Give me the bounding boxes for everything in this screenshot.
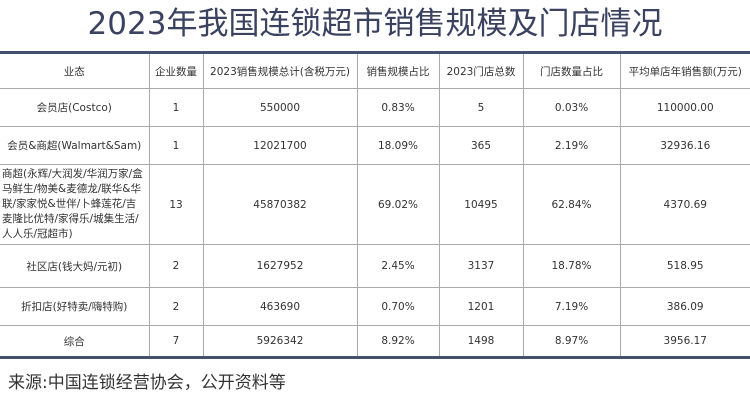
table-cell: 会员店(Costco) [0, 88, 150, 127]
table-cell: 1 [148, 88, 204, 127]
table-cell: 7 [148, 325, 204, 358]
table-row: 综合 7 5926342 8.92% 1498 8.97% 3956.17 [0, 325, 750, 358]
table-cell: 18.78% [522, 244, 621, 288]
column-header: 企业数量 [148, 52, 204, 89]
table-cell: 550000 [202, 88, 358, 127]
table-row: 社区店(钱大妈/元初) 2 1627952 2.45% 3137 18.78% 518.95 [0, 244, 750, 288]
table-header-row: 业态 企业数量 2023销售规模总计(含税万元) 销售规模占比 2023门店总数 门店数量… [0, 52, 750, 89]
table-cell: 32936.16 [619, 126, 750, 165]
table-cell: 8.92% [356, 325, 440, 358]
table-cell: 社区店(钱大妈/元初) [0, 244, 150, 288]
table-cell: 7.19% [522, 287, 621, 326]
table-row: 折扣店(好特卖/嗨特购) 2 463690 0.70% 1201 7.19% 386.09 [0, 287, 750, 326]
table-cell: 45870382 [202, 164, 358, 245]
stats-table: 业态 企业数量 2023销售规模总计(含税万元) 销售规模占比 2023门店总数 门店数量… [0, 51, 750, 359]
table-cell: 1498 [438, 325, 524, 358]
table-cell: 110000.00 [619, 88, 750, 127]
table-cell: 386.09 [619, 287, 750, 326]
column-header: 门店数量占比 [522, 52, 621, 89]
table-cell: 综合 [0, 325, 150, 358]
table-cell: 1 [148, 126, 204, 165]
table-cell: 463690 [202, 287, 358, 326]
table-cell: 18.09% [356, 126, 440, 165]
table-cell: 0.70% [356, 287, 440, 326]
table-cell: 2.19% [522, 126, 621, 165]
table-row: 商超(永辉/大润发/华润万家/盒马鲜生/物美&麦德龙/联华&华联/家家悦&世伴/… [0, 164, 750, 245]
table-cell: 365 [438, 126, 524, 165]
table-cell: 商超(永辉/大润发/华润万家/盒马鲜生/物美&麦德龙/联华&华联/家家悦&世伴/… [0, 164, 150, 245]
table-cell: 折扣店(好特卖/嗨特购) [0, 287, 150, 326]
table-cell: 0.83% [356, 88, 440, 127]
table-row: 会员店(Costco) 1 550000 0.83% 5 0.03% 110000.00 [0, 88, 750, 127]
table-cell: 2 [148, 287, 204, 326]
column-header: 2023门店总数 [438, 52, 524, 89]
table-cell: 3137 [438, 244, 524, 288]
table-cell: 12021700 [202, 126, 358, 165]
table-cell: 5926342 [202, 325, 358, 358]
table-cell: 3956.17 [619, 325, 750, 358]
column-header: 平均单店年销售额(万元) [619, 52, 750, 89]
page-title: 2023年我国连锁超市销售规模及门店情况 [87, 6, 663, 42]
table-cell: 10495 [438, 164, 524, 245]
table-cell: 1201 [438, 287, 524, 326]
table-cell: 4370.69 [619, 164, 750, 245]
table-cell: 0.03% [522, 88, 621, 127]
table-row: 会员&商超(Walmart&Sam) 1 12021700 18.09% 365 2.19… [0, 126, 750, 165]
table-cell: 会员&商超(Walmart&Sam) [0, 126, 150, 165]
source-note: 来源:中国连锁经营协会，公开资料等 [8, 373, 286, 393]
column-header: 2023销售规模总计(含税万元) [202, 52, 358, 89]
table-cell: 69.02% [356, 164, 440, 245]
table-cell: 1627952 [202, 244, 358, 288]
column-header: 销售规模占比 [356, 52, 440, 89]
column-header: 业态 [0, 52, 150, 89]
table-cell: 13 [148, 164, 204, 245]
table-cell: 5 [438, 88, 524, 127]
table-cell: 2 [148, 244, 204, 288]
table-cell: 2.45% [356, 244, 440, 288]
table-cell: 8.97% [522, 325, 621, 358]
table-cell: 518.95 [619, 244, 750, 288]
table-cell: 62.84% [522, 164, 621, 245]
